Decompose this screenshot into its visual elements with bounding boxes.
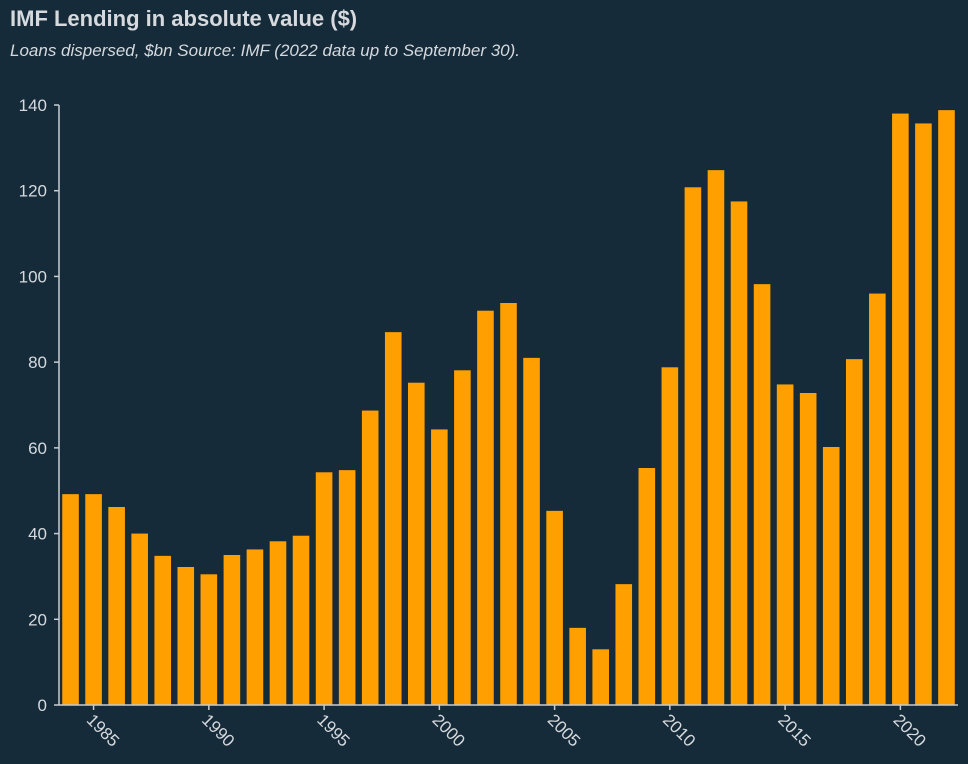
bar-1994: [292, 535, 310, 705]
bar-2011: [684, 187, 702, 706]
x-tick-label-2015: 2015: [774, 710, 814, 750]
bar-2004: [523, 357, 540, 705]
bar-2017: [822, 447, 840, 705]
bar-2019: [869, 293, 886, 705]
bar-2006: [569, 627, 586, 705]
bar-1998: [384, 332, 402, 705]
y-tick-label-20: 20: [28, 610, 47, 629]
x-tick-label-1995: 1995: [313, 710, 353, 750]
bar-2015: [776, 384, 794, 705]
y-tick-label-60: 60: [28, 439, 47, 458]
bar-2001: [454, 370, 471, 705]
bar-1990: [200, 574, 218, 705]
bar-1991: [223, 555, 241, 705]
bar-2008: [615, 584, 633, 705]
bar-2014: [753, 284, 771, 705]
bar-2012: [707, 170, 725, 705]
bar-1992: [246, 549, 264, 705]
bar-1988: [154, 555, 172, 705]
x-tick-label-1985: 1985: [83, 710, 123, 750]
bar-2005: [546, 510, 563, 705]
y-tick-label-100: 100: [19, 267, 47, 286]
bar-2007: [592, 649, 610, 705]
bar-2020: [892, 113, 909, 705]
bar-2016: [799, 393, 817, 705]
chart-subtitle: Loans dispersed, $bn Source: IMF (2022 d…: [10, 41, 520, 60]
bar-2002: [477, 310, 494, 705]
bar-1984: [62, 494, 79, 705]
y-tick-label-80: 80: [28, 353, 47, 372]
y-tick-label-40: 40: [28, 525, 47, 544]
bar-2021: [915, 123, 932, 706]
bar-2022: [938, 110, 955, 705]
bar-2000: [431, 429, 448, 705]
bar-2018: [845, 359, 863, 705]
bar-2013: [730, 201, 748, 705]
y-tick-label-0: 0: [38, 696, 47, 715]
x-tick-label-2020: 2020: [890, 710, 930, 750]
x-tick-label-2005: 2005: [544, 710, 584, 750]
bar-1985: [85, 494, 102, 705]
x-tick-label-1990: 1990: [198, 710, 238, 750]
y-tick-label-120: 120: [19, 182, 47, 201]
bar-1989: [177, 567, 195, 705]
x-tick-label-2000: 2000: [429, 710, 469, 750]
bar-1993: [269, 541, 287, 705]
bar-1987: [131, 533, 148, 705]
chart-title: IMF Lending in absolute value ($): [10, 6, 358, 31]
bar-1995: [315, 472, 333, 705]
y-tick-label-140: 140: [19, 96, 47, 115]
bar-2003: [500, 303, 517, 705]
bar-2009: [638, 468, 656, 705]
bar-1997: [361, 410, 379, 705]
bar-1986: [108, 507, 125, 705]
bar-1999: [408, 382, 425, 705]
bar-2010: [661, 367, 679, 705]
x-tick-label-2010: 2010: [659, 710, 699, 750]
bar-1996: [338, 470, 356, 705]
